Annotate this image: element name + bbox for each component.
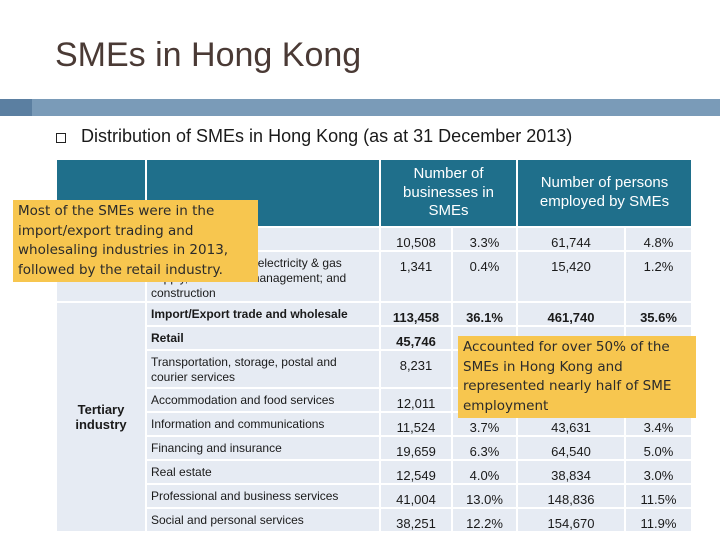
persons-pct-cell: 1.2% — [626, 252, 691, 301]
businesses-pct-cell: 0.4% — [453, 252, 516, 301]
businesses-pct-cell: 3.3% — [453, 228, 516, 250]
businesses-pct-cell: 12.2% — [453, 509, 516, 531]
table-row: Social and personal services 38,251 12.2… — [57, 509, 691, 531]
businesses-cell: 41,004 — [381, 485, 451, 507]
persons-cell: 38,834 — [518, 461, 624, 483]
callout-import-export-note: Most of the SMEs were in the import/expo… — [13, 200, 258, 282]
persons-cell: 64,540 — [518, 437, 624, 459]
table-row: Professional and business services 41,00… — [57, 485, 691, 507]
businesses-cell: 113,458 — [381, 303, 451, 325]
businesses-cell: 19,659 — [381, 437, 451, 459]
businesses-pct-cell: 13.0% — [453, 485, 516, 507]
persons-cell: 148,836 — [518, 485, 624, 507]
persons-pct-cell: 11.5% — [626, 485, 691, 507]
header-persons: Number of persons employed by SMEs — [518, 160, 691, 226]
persons-pct-cell: 4.8% — [626, 228, 691, 250]
persons-cell: 461,740 — [518, 303, 624, 325]
industry-cell: Information and communications — [147, 413, 379, 435]
industry-cell: Transportation, storage, postal and cour… — [147, 351, 379, 387]
industry-cell: Financing and insurance — [147, 437, 379, 459]
table-row: Tertiary industry Import/Export trade an… — [57, 303, 691, 531]
businesses-pct-cell: 6.3% — [453, 437, 516, 459]
table-header-row: Number of businesses in SMEs Number of p… — [57, 160, 691, 226]
persons-cell: 43,631 — [518, 413, 624, 435]
persons-cell: 61,744 — [518, 228, 624, 250]
industry-cell: Professional and business services — [147, 485, 379, 507]
businesses-cell: 11,524 — [381, 413, 451, 435]
persons-pct-cell: 5.0% — [626, 437, 691, 459]
businesses-cell: 10,508 — [381, 228, 451, 250]
persons-cell: 15,420 — [518, 252, 624, 301]
industry-cell: Social and personal services — [147, 509, 379, 531]
businesses-cell: 12,011 — [381, 389, 451, 411]
businesses-cell: 1,341 — [381, 252, 451, 301]
industry-cell: Import/Export trade and wholesale — [147, 303, 379, 325]
persons-cell: 154,670 — [518, 509, 624, 531]
title-divider-bar — [0, 99, 720, 116]
industry-cell: Accommodation and food services — [147, 389, 379, 411]
slide-subtitle: Distribution of SMEs in Hong Kong (as at… — [81, 126, 573, 146]
tertiary-industry-label: Tertiary industry — [57, 303, 145, 531]
table-row: Real estate 12,549 4.0% 38,834 3.0% — [57, 461, 691, 483]
businesses-cell: 8,231 — [381, 351, 451, 387]
businesses-pct-cell: 36.1% — [453, 303, 516, 325]
persons-pct-cell: 3.0% — [626, 461, 691, 483]
bullet-square-icon — [56, 133, 66, 143]
industry-cell: Retail — [147, 327, 379, 349]
table-row: Financing and insurance 19,659 6.3% 64,5… — [57, 437, 691, 459]
businesses-pct-cell: 4.0% — [453, 461, 516, 483]
callout-over-50-percent-note: Accounted for over 50% of the SMEs in Ho… — [458, 336, 696, 418]
title-divider-accent — [0, 99, 32, 116]
persons-pct-cell: 11.9% — [626, 509, 691, 531]
businesses-cell: 38,251 — [381, 509, 451, 531]
industry-cell: Real estate — [147, 461, 379, 483]
businesses-cell: 45,746 — [381, 327, 451, 349]
businesses-pct-cell: 3.7% — [453, 413, 516, 435]
businesses-cell: 12,549 — [381, 461, 451, 483]
persons-pct-cell: 3.4% — [626, 413, 691, 435]
persons-pct-cell: 35.6% — [626, 303, 691, 325]
table-row: Information and communications 11,524 3.… — [57, 413, 691, 435]
slide-title: SMEs in Hong Kong — [55, 36, 362, 74]
header-businesses: Number of businesses in SMEs — [381, 160, 516, 226]
